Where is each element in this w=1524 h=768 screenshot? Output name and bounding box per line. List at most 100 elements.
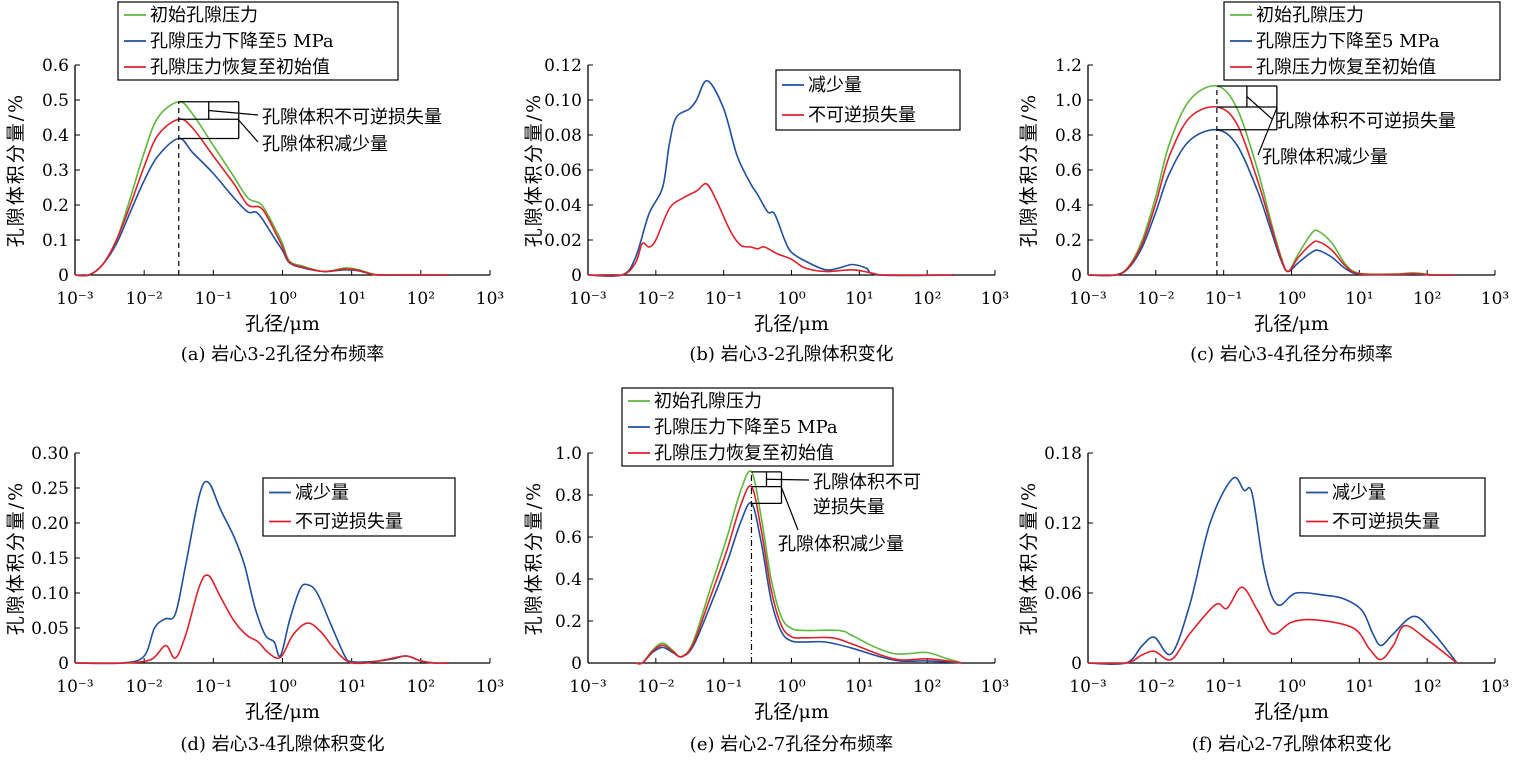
y-tick-label: 0.4 xyxy=(1055,196,1082,216)
y-tick-label: 0.10 xyxy=(31,584,69,604)
y-tick-label: 0.12 xyxy=(544,56,582,76)
legend-label: 初始孔隙压力 xyxy=(654,391,762,412)
legend-box xyxy=(775,69,961,131)
legend-label: 减少量 xyxy=(1332,483,1386,504)
series-line-0 xyxy=(1087,476,1458,666)
legend-label: 孔隙压力恢复至初始值 xyxy=(150,57,330,78)
x-tick-label: 10¹ xyxy=(1345,677,1373,697)
y-axis-label: 孔隙体积分量/% xyxy=(523,481,545,635)
y-axis-label: 孔隙体积分量/% xyxy=(1018,481,1040,635)
x-tick-label: 10² xyxy=(1413,289,1441,309)
x-tick-label: 10³ xyxy=(981,289,1009,309)
x-tick-label: 10¹ xyxy=(1345,289,1373,309)
x-tick-label: 10⁻³ xyxy=(569,677,606,697)
y-axis-label: 孔隙体积分量/% xyxy=(1018,93,1040,247)
annotation-label: 孔隙体积减少量 xyxy=(1262,147,1388,168)
legend-label: 孔隙压力下降至5 MPa xyxy=(150,31,334,52)
chart-panel-a: 0 0.1 0.2 0.3 0.4 0.5 0.6 10⁻³ 10⁻² 10⁻¹ 10⁰ 10¹ 10²… xyxy=(5,1,504,365)
legend-label: 不可逆损失量 xyxy=(295,512,403,533)
legend-label: 孔隙压力恢复至初始值 xyxy=(1256,57,1436,78)
x-tick-label: 10² xyxy=(913,289,941,309)
legend-label: 不可逆损失量 xyxy=(1332,512,1440,533)
x-tick-label: 10⁻² xyxy=(637,289,674,309)
chart-caption: (f) 岩心2-7孔隙体积变化 xyxy=(1192,734,1391,755)
y-tick-label: 0.05 xyxy=(31,619,69,639)
x-tick-label: 10⁰ xyxy=(268,677,297,697)
chart-caption: (a) 岩心3-2孔径分布频率 xyxy=(181,344,384,365)
y-tick-label: 1.0 xyxy=(1055,91,1082,111)
x-tick-label: 10² xyxy=(407,677,435,697)
y-tick-label: 0.6 xyxy=(42,56,69,76)
series-line-1 xyxy=(587,182,955,277)
series-line-2 xyxy=(74,118,449,277)
x-axis-label: 孔径/μm xyxy=(1254,701,1329,723)
leader-line xyxy=(238,119,259,143)
y-tick-label: 0 xyxy=(1071,654,1082,674)
y-tick-label: 1.2 xyxy=(1055,56,1082,76)
x-tick-label: 10² xyxy=(913,677,941,697)
x-tick-label: 10⁻² xyxy=(1137,289,1174,309)
y-tick-label: 0.3 xyxy=(42,161,69,181)
series-line-1 xyxy=(1087,586,1458,665)
y-tick-label: 0.30 xyxy=(31,444,69,464)
chart-panel-e: 0 0.2 0.4 0.6 0.8 1.0 10⁻³ 10⁻² 10⁻¹ 10⁰ 10¹ 10² 10³… xyxy=(523,387,1009,755)
y-tick-label: 0.08 xyxy=(544,126,582,146)
series-line-1 xyxy=(74,574,449,665)
x-tick-label: 10⁻³ xyxy=(1069,677,1106,697)
y-tick-label: 0.06 xyxy=(1044,584,1082,604)
x-axis-label: 孔径/μm xyxy=(245,701,320,723)
y-tick-label: 0.15 xyxy=(31,549,69,569)
leader-line xyxy=(780,487,799,531)
x-tick-label: 10⁰ xyxy=(268,289,297,309)
chart-panel-d: 0 0.05 0.10 0.15 0.20 0.25 0.30 10⁻³ 10⁻² 10⁻¹ 10⁰… xyxy=(5,444,504,755)
x-tick-label: 10⁻² xyxy=(125,677,162,697)
y-tick-label: 0 xyxy=(58,654,69,674)
series-line-0 xyxy=(635,470,963,665)
y-tick-label: 0.2 xyxy=(1055,231,1082,251)
x-tick-label: 10³ xyxy=(476,677,504,697)
y-tick-label: 0.2 xyxy=(42,196,69,216)
annotation-label: 孔隙体积不可逆损失量 xyxy=(262,107,442,128)
y-tick-label: 0.25 xyxy=(31,479,69,499)
annotation-label: 孔隙体积不可逆损失量 xyxy=(1276,111,1456,132)
x-tick-label: 10⁻¹ xyxy=(705,677,742,697)
y-tick-label: 0.4 xyxy=(555,570,582,590)
leader-line xyxy=(208,109,259,116)
legend-box xyxy=(1299,477,1486,537)
y-tick-label: 0.1 xyxy=(42,231,69,251)
y-tick-label: 0.06 xyxy=(544,161,582,181)
y-tick-label: 0 xyxy=(571,654,582,674)
x-tick-label: 10⁻³ xyxy=(56,289,93,309)
chart-panel-c: 0 0.2 0.4 0.6 0.8 1.0 1.2 10⁻³ 10⁻² 10⁻¹ 10⁰ 10¹ 10²… xyxy=(1018,1,1509,365)
x-tick-label: 10¹ xyxy=(337,289,365,309)
x-axis-label: 孔径/μm xyxy=(754,701,829,723)
x-tick-label: 10¹ xyxy=(845,289,873,309)
legend-label: 初始孔隙压力 xyxy=(1256,5,1364,26)
chart-caption: (e) 岩心2-7孔径分布频率 xyxy=(690,734,893,755)
chart-panel-f: 0 0.06 0.12 0.18 10⁻³ 10⁻² 10⁻¹ 10⁰ 10¹ 10² 10³ 孔径/… xyxy=(1018,444,1509,755)
series-line-1 xyxy=(635,502,963,665)
x-tick-label: 10⁰ xyxy=(777,677,806,697)
x-tick-label: 10³ xyxy=(1481,677,1509,697)
x-tick-label: 10⁰ xyxy=(1277,677,1306,697)
x-tick-label: 10⁻² xyxy=(1137,677,1174,697)
x-tick-label: 10¹ xyxy=(845,677,873,697)
x-tick-label: 10⁻¹ xyxy=(195,289,232,309)
x-tick-label: 10⁰ xyxy=(777,289,806,309)
y-axis-label: 孔隙体积分量/% xyxy=(5,481,27,635)
y-tick-label: 0.5 xyxy=(42,91,69,111)
series-line-0 xyxy=(587,80,955,278)
x-tick-label: 10⁰ xyxy=(1277,289,1306,309)
legend-label: 不可逆损失量 xyxy=(808,105,916,126)
legend-label: 初始孔隙压力 xyxy=(150,5,258,26)
x-tick-label: 10³ xyxy=(981,677,1009,697)
y-axis-label: 孔隙体积分量/% xyxy=(523,93,545,247)
series-line-2 xyxy=(1087,105,1455,277)
leader-line xyxy=(766,478,810,481)
y-tick-label: 0 xyxy=(58,266,69,286)
